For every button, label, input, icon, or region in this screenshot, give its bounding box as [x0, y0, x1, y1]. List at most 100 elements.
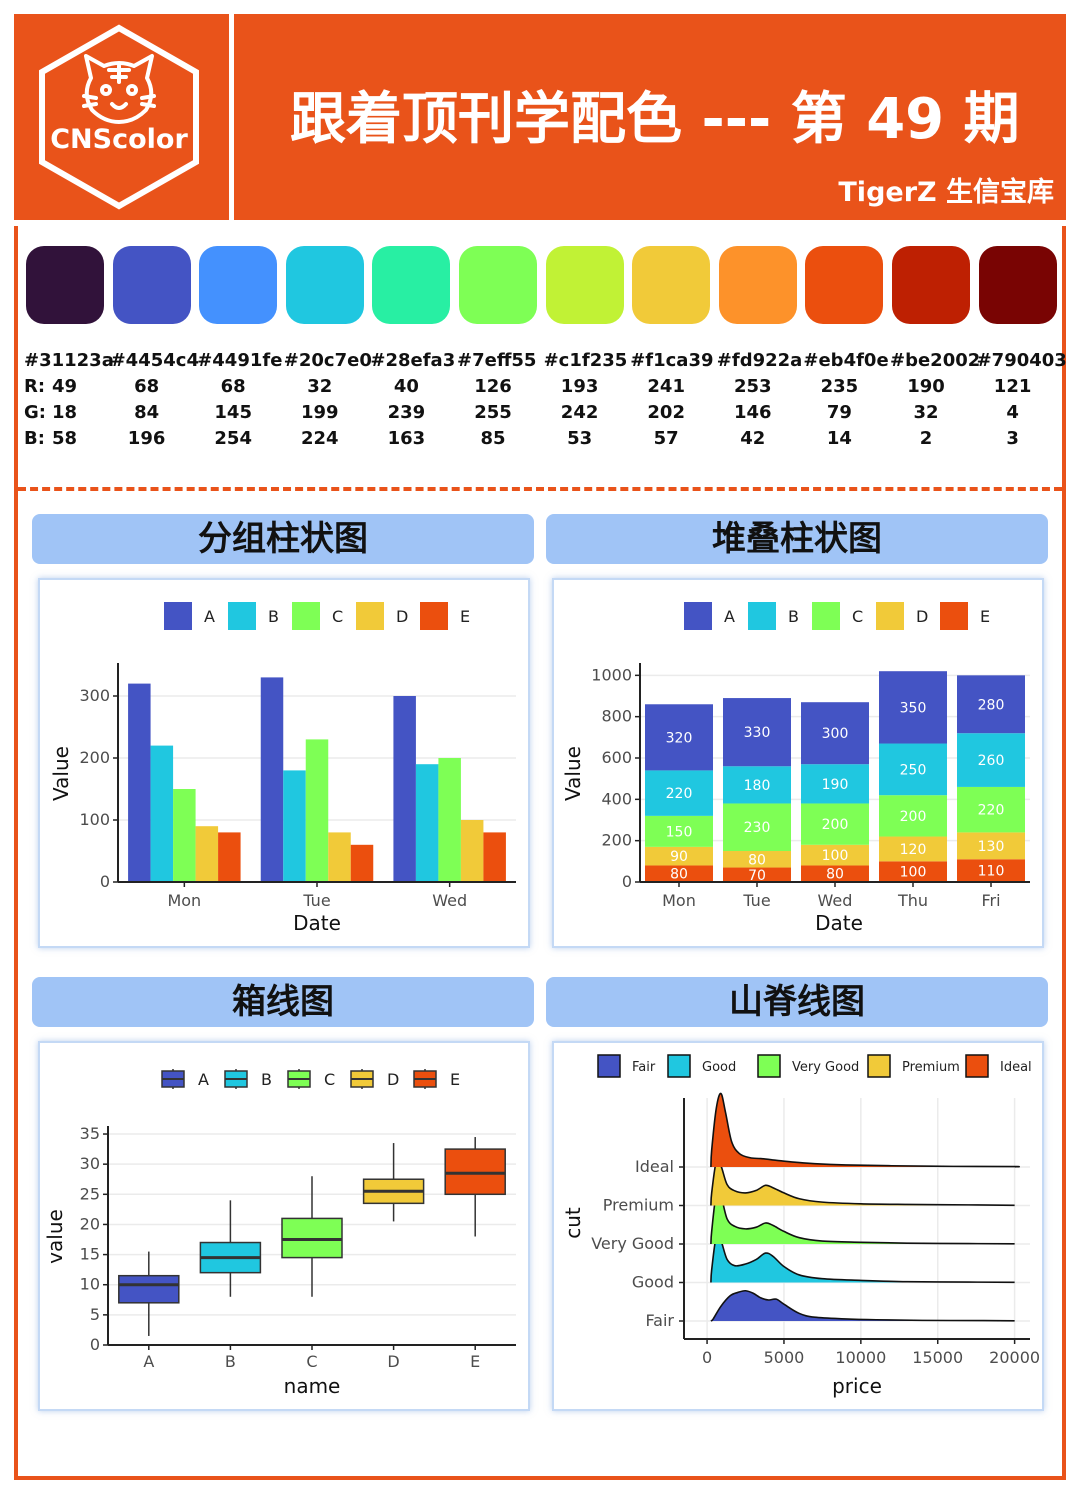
swatch-g-value: 255: [474, 402, 512, 423]
stacked-bar-segment: [723, 803, 791, 851]
bar: [438, 758, 461, 882]
y-tick-label: 25: [80, 1184, 100, 1203]
legend-label: Premium: [902, 1060, 960, 1075]
swatch-g-value: 79: [826, 402, 852, 423]
legend-key: [356, 602, 384, 630]
swatch-hex: #4491fe: [197, 350, 283, 371]
bar: [460, 820, 484, 882]
color-swatch: [892, 246, 970, 324]
y-tick-label: 600: [601, 748, 632, 767]
rgb-label: B:: [24, 428, 45, 449]
ridgeline-svg: Fair Good Very Good Premium Ideal Fair Good Ver…: [561, 1054, 1040, 1398]
data-label: 250: [900, 762, 927, 778]
legend-label: Ideal: [1000, 1060, 1032, 1075]
y-tick-label: 35: [80, 1124, 100, 1143]
data-label: 200: [822, 817, 849, 833]
rgb-value: 49: [52, 376, 78, 397]
logo-text: CNScolor: [50, 124, 188, 155]
rgb-label: R:: [24, 376, 46, 397]
y-axis-title: value: [43, 1209, 67, 1264]
legend-label: E: [980, 607, 990, 626]
stacked-bar-segment: [957, 733, 1025, 787]
palette-swatches: #31123a R: 49 G: 18 B: 58 #4454c4 68 84 196 #4491fe…: [24, 246, 1067, 466]
x-tick-label: B: [225, 1352, 236, 1371]
section-divider: [18, 487, 1062, 491]
color-swatch: [199, 246, 278, 324]
x-tick-label: 5000: [764, 1348, 805, 1367]
legend-label: D: [396, 607, 408, 626]
swatch-hex: #20c7e0: [283, 350, 372, 371]
swatch-hex: #f1ca39: [630, 350, 714, 371]
ridge-area: [710, 1190, 1015, 1244]
y-tick-label: Ideal: [635, 1157, 674, 1176]
ridge-area: [710, 1290, 1015, 1321]
swatch-g-value: 202: [647, 402, 685, 423]
header-bottom-gap: [14, 220, 1066, 226]
legend-label: E: [460, 607, 470, 626]
swatch-hex: #c1f235: [543, 350, 628, 371]
x-tick-label: Thu: [897, 891, 928, 910]
data-label: 320: [666, 730, 693, 746]
data-label: 220: [666, 786, 693, 802]
y-axis-title: cut: [561, 1207, 585, 1239]
stacked-bar-segment: [879, 861, 947, 882]
cnscolor-logo-icon: [39, 24, 199, 210]
y-tick-label: 30: [80, 1154, 100, 1173]
ridgeline-chart: Fair Good Very Good Premium Ideal Fair Good Ver…: [552, 1041, 1044, 1411]
legend-label: Fair: [632, 1060, 656, 1075]
stacked-bar-chart: A B C D E 0 200 400 600 800 1000 80 90 150 220 320 Mon 70…: [552, 578, 1044, 948]
swatch-hex: #eb4f0e: [803, 350, 889, 371]
swatch-b-value: 2: [919, 428, 933, 449]
swatch-info: #20c7e0 32 199 224: [284, 348, 374, 452]
x-tick-label: 15000: [912, 1348, 963, 1367]
swatch-hex: #28efa3: [370, 350, 456, 371]
bar: [393, 696, 416, 882]
stacked-bar-segment: [645, 704, 713, 771]
data-label: 300: [822, 726, 849, 742]
data-label: 350: [900, 700, 927, 716]
swatch-info: #4491fe 68 145 254: [197, 348, 287, 452]
y-tick-label: 5: [90, 1305, 100, 1324]
swatch-r-value: 68: [220, 376, 246, 397]
swatch-hex: #4454c4: [110, 350, 199, 371]
bar: [305, 739, 329, 882]
stacked-bar-svg: A B C D E 0 200 400 600 800 1000 80 90 150 220 320 Mon 70…: [561, 602, 1030, 935]
swatch-b-value: 42: [740, 428, 766, 449]
ridge-area: [710, 1234, 1015, 1283]
stacked-bar-segment: [645, 815, 713, 847]
swatch-r-value: 253: [734, 376, 772, 397]
bar: [483, 832, 506, 882]
legend-key: [757, 1054, 781, 1078]
legend-key: [667, 1054, 691, 1078]
swatch-hex: #fd922a: [716, 350, 803, 371]
y-tick-label: 1000: [591, 665, 632, 684]
box: [118, 1274, 180, 1304]
x-tick-label: Mon: [662, 891, 696, 910]
x-axis-title: Date: [815, 911, 863, 935]
stacked-bar-segment: [723, 698, 791, 767]
data-label: 100: [900, 865, 927, 881]
color-swatch: [285, 246, 364, 324]
swatch-b-value: 254: [214, 428, 252, 449]
data-label: 80: [826, 867, 844, 883]
panel-title-grouped: 分组柱状图: [32, 514, 534, 564]
legend-label: B: [261, 1070, 272, 1089]
swatch-b-value: 163: [387, 428, 426, 449]
swatch-r-value: 126: [474, 376, 512, 397]
stacked-bar-segment: [723, 851, 791, 868]
stacked-bar-segment: [801, 844, 869, 866]
grouped-bar-svg: A B C D E 0 100 200 300 Mon Tue Wed Date Value: [49, 602, 516, 935]
data-label: 80: [748, 852, 766, 868]
data-label: 80: [670, 867, 688, 883]
y-tick-label: Premium: [603, 1196, 674, 1215]
rgb-value: 58: [52, 428, 78, 449]
swatch-g-value: G: 18: [24, 400, 114, 426]
swatch-g-value: 146: [734, 402, 772, 423]
bar: [328, 832, 351, 882]
legend-label: Good: [702, 1060, 736, 1075]
swatch-info: #eb4f0e 235 79 14: [803, 348, 893, 452]
box: [444, 1148, 506, 1196]
ridge-area: [710, 1093, 1020, 1167]
swatch-g-value: 199: [301, 402, 339, 423]
legend-label: C: [852, 607, 863, 626]
